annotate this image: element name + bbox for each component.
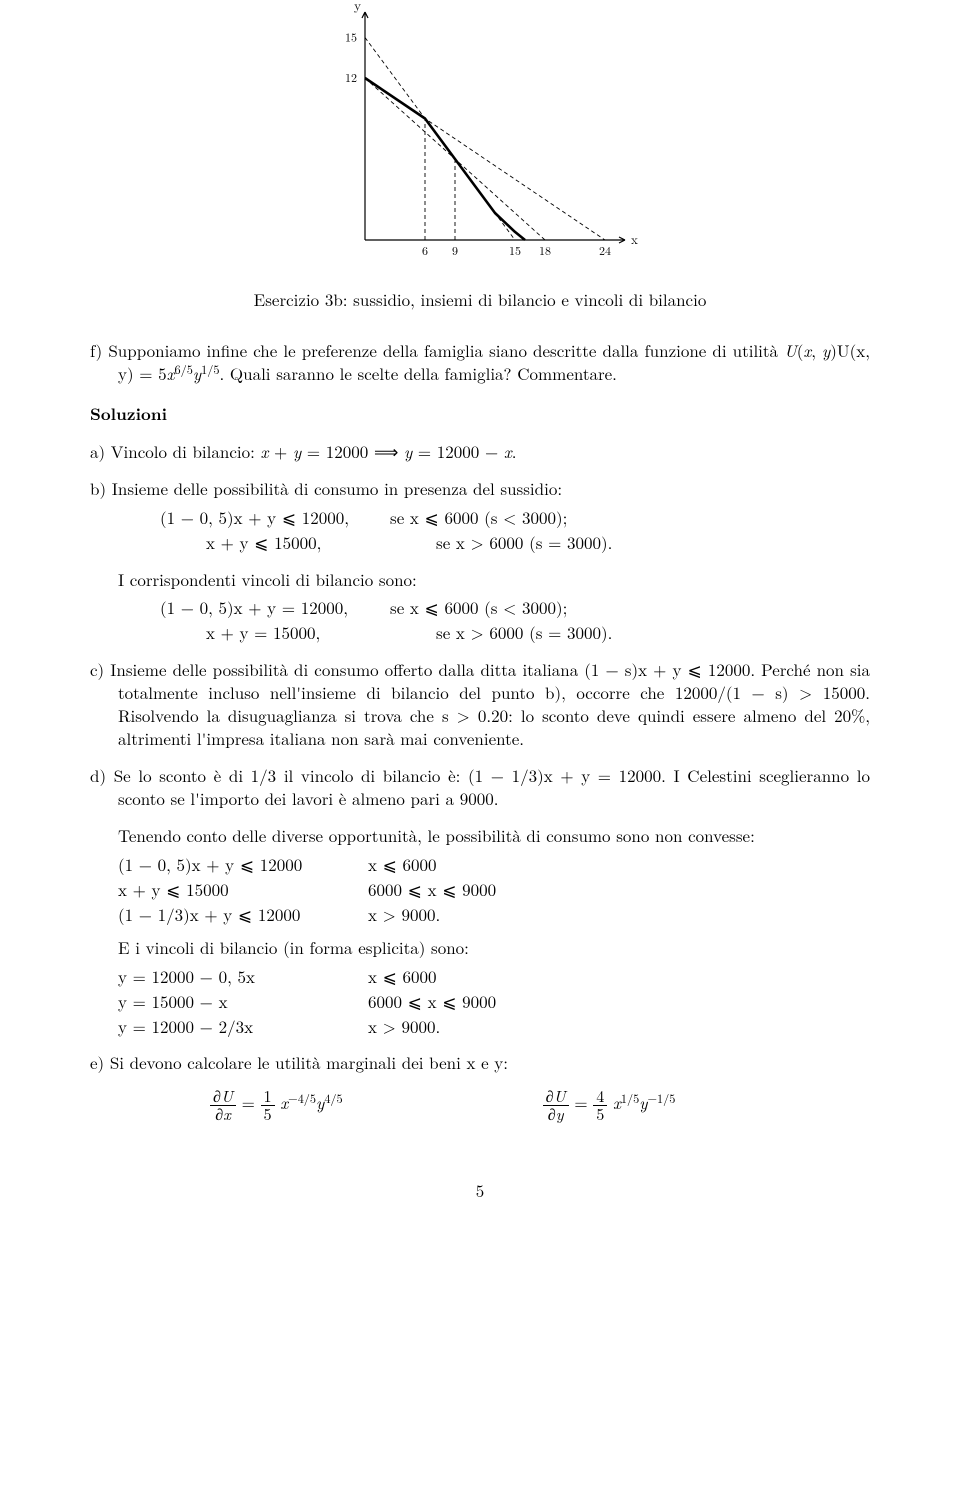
svg-text:18: 18 — [539, 242, 551, 259]
d-block-2: y = 12000 − 0, 5xx ⩽ 6000 y = 15000 − x6… — [90, 965, 870, 1038]
d1c2-2: x > 9000. — [368, 903, 440, 926]
chart-container: x y 15 12 6 9 15 18 24 — [90, 0, 870, 270]
d1c2-1: 6000 ⩽ x ⩽ 9000 — [368, 878, 496, 901]
item-d1: d) Se lo sconto è di 1/3 il vincolo di b… — [90, 764, 870, 810]
b-eqblock-1: (1 − 0, 5)x + y ⩽ 12000,se x ⩽ 6000 (s <… — [90, 506, 870, 554]
svg-text:y: y — [354, 0, 361, 14]
item-d2: Tenendo conto delle diverse opportunità,… — [90, 824, 870, 847]
budget-chart: x y 15 12 6 9 15 18 24 — [315, 0, 645, 270]
item-e: e) Si devono calcolare le utilità margin… — [90, 1051, 870, 1074]
d1c1-0: (1 − 0, 5)x + y ⩽ 12000 — [118, 853, 368, 876]
d2c1-0: y = 12000 − 0, 5x — [118, 965, 368, 988]
svg-text:9: 9 — [452, 242, 458, 259]
d2c1-1: y = 15000 − x — [118, 990, 368, 1013]
a-pre: a) Vincolo di bilancio: — [90, 439, 261, 463]
b2-rhs: se x > 6000 (s = 3000). — [436, 531, 612, 554]
d-block-1: (1 − 0, 5)x + y ⩽ 12000x ⩽ 6000 x + y ⩽ … — [90, 853, 870, 926]
f-exp2: 1/5 — [201, 360, 219, 378]
d2c2-1: 6000 ⩽ x ⩽ 9000 — [368, 990, 496, 1013]
b4-rhs: se x > 6000 (s = 3000). — [436, 621, 612, 644]
derivatives-row: ∂U∂x = 15 x−4/5y4/5 ∂U∂y = 45 x1/5y−1/5 — [90, 1088, 870, 1123]
svg-text:6: 6 — [422, 242, 428, 259]
svg-text:x: x — [631, 229, 638, 248]
d2c1-2: y = 12000 − 2/3x — [118, 1015, 368, 1038]
d2c2-2: x > 9000. — [368, 1015, 440, 1038]
item-d3: E i vincoli di bilancio (in forma esplic… — [90, 936, 870, 959]
item-c: c) Insieme delle possibilità di consumo … — [90, 658, 870, 750]
b-mid: I corrispondenti vincoli di bilancio son… — [90, 568, 870, 591]
deriv-x: ∂U∂x = 15 x−4/5y4/5 — [210, 1088, 343, 1123]
svg-text:15: 15 — [345, 29, 357, 46]
f-exp1: 6/5 — [175, 360, 193, 378]
item-b-intro: b) Insieme delle possibilità di consumo … — [90, 477, 870, 500]
d1c1-2: (1 − 1/3)x + y ⩽ 12000 — [118, 903, 368, 926]
b-eqblock-2: (1 − 0, 5)x + y = 12000,se x ⩽ 6000 (s <… — [90, 596, 870, 644]
d2c2-0: x ⩽ 6000 — [368, 965, 437, 988]
deriv-y: ∂U∂y = 45 x1/5y−1/5 — [543, 1088, 676, 1123]
f-pre: f) Supponiamo infine che le preferenze d… — [90, 338, 784, 362]
d1c2-0: x ⩽ 6000 — [368, 853, 437, 876]
b1-rhs: se x ⩽ 6000 (s < 3000); — [390, 506, 567, 529]
f-coef: 5 — [158, 361, 167, 385]
solutions-heading: Soluzioni — [90, 403, 870, 426]
item-a: a) Vincolo di bilancio: x + y = 12000 ⟹ … — [90, 440, 870, 463]
page-number: 5 — [90, 1179, 870, 1202]
b4-lhs: x + y = 15000, — [160, 621, 436, 644]
b2-lhs: x + y ⩽ 15000, — [160, 531, 436, 554]
b1-lhs: (1 − 0, 5)x + y ⩽ 12000, — [160, 506, 390, 529]
svg-text:15: 15 — [509, 242, 521, 259]
b3-lhs: (1 − 0, 5)x + y = 12000, — [160, 596, 390, 619]
figure-caption: Esercizio 3b: sussidio, insiemi di bilan… — [90, 288, 870, 311]
item-f: f) Supponiamo infine che le preferenze d… — [90, 339, 870, 385]
svg-text:24: 24 — [599, 242, 611, 259]
d1c1-1: x + y ⩽ 15000 — [118, 878, 368, 901]
b3-rhs: se x ⩽ 6000 (s < 3000); — [390, 596, 567, 619]
a-imp: ⟹ — [368, 439, 404, 463]
f-post: . Quali saranno le scelte della famiglia… — [220, 361, 617, 385]
svg-text:12: 12 — [345, 69, 357, 86]
